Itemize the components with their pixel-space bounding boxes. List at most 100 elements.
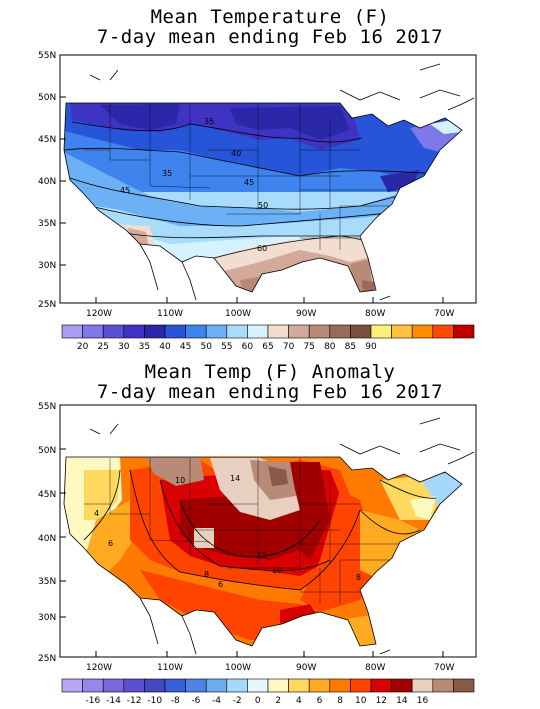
legend-swatch	[329, 324, 351, 339]
legend-swatch	[288, 678, 310, 693]
legend-swatch	[185, 678, 207, 693]
contour-label: 12	[257, 551, 267, 560]
lat-label: 25N	[38, 654, 56, 664]
lon-label: 80W	[365, 663, 385, 673]
legend-tick-label: 85	[345, 342, 356, 352]
lat-label: 30N	[38, 261, 56, 271]
legend-swatch	[61, 324, 83, 339]
lat-label: 40N	[38, 534, 56, 544]
legend-swatch	[205, 324, 228, 339]
map2-contour-labels: 10 14 4 6 12 10 8 6 8	[94, 474, 361, 589]
lat-label: 35N	[38, 219, 56, 229]
lon-label: 110W	[157, 663, 183, 673]
map2-coastlines	[89, 417, 475, 655]
map2-anomaly-fill	[64, 457, 462, 646]
legend-tick-label: 45	[180, 342, 191, 352]
legend-tick-label: 4	[296, 696, 302, 706]
lat-label: 30N	[38, 613, 56, 623]
legend-swatch	[123, 678, 145, 693]
legend-tick-label: 25	[97, 342, 108, 352]
legend-swatch	[453, 324, 475, 339]
contour-label: 8	[204, 570, 209, 579]
legend-tick-label: 60	[242, 342, 254, 352]
map2-lon-labels: 120W 110W 100W 90W 80W 70W	[86, 663, 454, 673]
legend-swatch	[370, 324, 392, 339]
legend-swatch	[164, 324, 186, 339]
contour-label: 8	[356, 573, 361, 582]
legend-tick-label: 80	[324, 342, 336, 352]
map2-ticks	[60, 404, 444, 658]
contour-label: 50	[258, 201, 268, 210]
legend-swatch	[82, 678, 104, 693]
legend-tick-label: 90	[365, 342, 377, 352]
legend-tick-label: 0	[255, 696, 261, 706]
lon-label: 70W	[434, 663, 454, 673]
map1-ticks	[60, 54, 444, 304]
map1-subtitle: 7-day mean ending Feb 16 2017	[96, 26, 444, 48]
legend-swatch	[185, 324, 207, 339]
lat-label: 40N	[38, 177, 56, 187]
legend-tick-label: -2	[233, 696, 242, 706]
legend-swatch	[267, 324, 289, 339]
contour-label: 4	[94, 509, 99, 518]
legend-tick-label: -4	[212, 696, 221, 706]
lon-label: 120W	[86, 663, 112, 673]
map1-legend: 20 25 30 35 40 45 50 55 60 65 70 75 80 85 90	[61, 324, 475, 352]
legend-tick-label: 50	[200, 342, 212, 352]
legend-tick-label: 40	[159, 342, 171, 352]
legend-swatch	[247, 324, 269, 339]
map2-legend: -16 -14 -12 -10 -8 -6 -4 -2 0 2 4 6 8 10 12 14 16	[61, 678, 475, 706]
legend-tick-label: -10	[147, 696, 162, 706]
legend-tick-label: -8	[171, 696, 180, 706]
legend-tick-label: 2	[275, 696, 281, 706]
contour-label: 35	[162, 169, 172, 178]
lat-label: 55N	[38, 51, 56, 61]
legend-swatch	[308, 678, 331, 693]
lon-label: 100W	[225, 663, 251, 673]
legend-tick-label: 55	[221, 342, 232, 352]
legend-swatch	[226, 324, 248, 339]
lat-label: 50N	[38, 93, 56, 103]
map2-subtitle: 7-day mean ending Feb 16 2017	[96, 381, 444, 403]
lat-label: 55N	[38, 402, 56, 412]
legend-swatch	[267, 678, 289, 693]
legend-tick-label: 12	[376, 696, 387, 706]
map2-title: Mean Temp (F) Anomaly	[144, 361, 396, 383]
lat-label: 50N	[38, 446, 56, 456]
legend-swatch	[329, 678, 351, 693]
legend-swatch	[164, 678, 186, 693]
lat-label: 45N	[38, 490, 56, 500]
legend-swatch	[432, 678, 454, 693]
contour-label: 14	[230, 474, 240, 483]
legend-swatch	[82, 324, 104, 339]
legend-swatch	[453, 678, 475, 693]
lon-label: 120W	[86, 309, 112, 319]
contour-label: 6	[108, 539, 113, 548]
legend-swatch	[123, 324, 145, 339]
legend-swatch	[432, 324, 454, 339]
legend-swatch	[391, 324, 413, 339]
legend-swatch	[391, 678, 413, 693]
contour-label: 40	[231, 149, 241, 158]
legend-swatch	[226, 678, 248, 693]
map1-title: Mean Temperature (F)	[150, 6, 390, 28]
legend-swatch	[288, 324, 310, 339]
legend-tick-label: -14	[106, 696, 121, 706]
legend-swatch	[350, 324, 372, 339]
lon-label: 110W	[157, 309, 183, 319]
legend-tick-label: 6	[317, 696, 323, 706]
contour-label: 6	[218, 580, 223, 589]
legend-tick-label: -16	[86, 696, 101, 706]
contour-label: 60	[257, 244, 267, 253]
contour-label: 35	[204, 117, 214, 126]
legend-swatch	[370, 678, 392, 693]
legend-swatch	[411, 678, 434, 693]
map2: 10 14 4 6 12 10 8 6 8 55N 50N 45N 40N 35…	[38, 402, 477, 706]
legend-swatch	[350, 678, 372, 693]
lat-label: 35N	[38, 577, 56, 587]
legend-tick-label: 35	[139, 342, 150, 352]
contour-label: 10	[272, 566, 282, 575]
lon-label: 100W	[225, 309, 251, 319]
lon-label: 70W	[434, 309, 454, 319]
